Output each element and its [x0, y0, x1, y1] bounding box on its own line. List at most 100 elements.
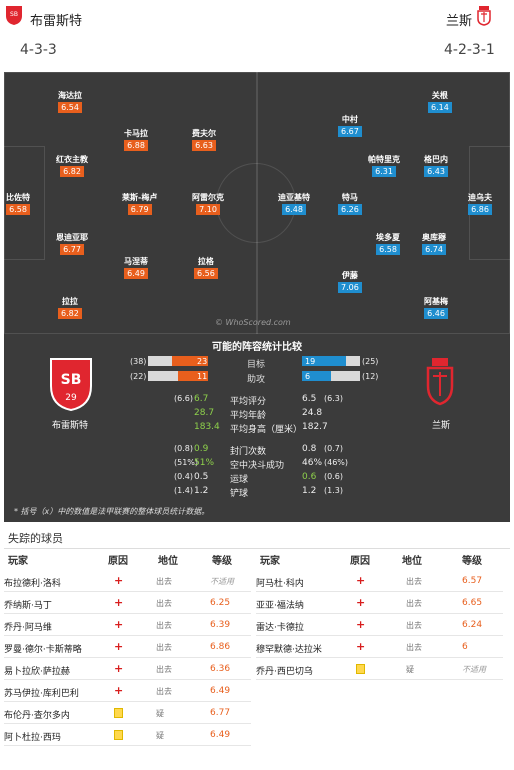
player-name: 迪乌夫	[468, 193, 492, 202]
home-player[interactable]: 红衣主教 6.82	[56, 154, 88, 177]
stat-label: 封门次数	[230, 447, 267, 457]
home-player[interactable]: 阿雷尔克 7.10	[192, 192, 224, 215]
missing-player-row[interactable]: 阿马杜·科内 + 出去 6.57	[256, 570, 503, 592]
player-name: 卡马拉	[124, 129, 148, 138]
injury-cross-icon: +	[114, 684, 124, 697]
yellow-card-icon	[114, 730, 123, 740]
away-stat-avg: (1.3)	[324, 486, 343, 495]
missing-player-row[interactable]: 乔丹·阿马维 + 出去 6.39	[4, 614, 251, 636]
missing-player-name[interactable]: 易卜拉欣·萨拉赫	[4, 667, 70, 677]
home-player[interactable]: 卡马拉 6.88	[124, 128, 148, 151]
missing-player-status: 出去	[406, 577, 422, 586]
missing-player-name[interactable]: 布拉德利·洛科	[4, 579, 61, 589]
missing-player-row[interactable]: 穆罕默德·达拉米 + 出去 6	[256, 636, 503, 658]
away-stat-avg: (6.3)	[324, 394, 343, 403]
player-rating: 6.88	[124, 140, 148, 151]
missing-player-status: 疑	[156, 709, 164, 718]
missing-player-name[interactable]: 罗曼·德尔·卡斯蒂略	[4, 645, 82, 655]
away-stat-value: 24.8	[302, 408, 323, 418]
away-penalty-box	[469, 146, 510, 260]
missing-player-status: 疑	[156, 731, 164, 740]
home-team-label: 布雷斯特	[52, 421, 89, 431]
player-name: 阿雷尔克	[192, 193, 224, 202]
player-rating: 6.54	[58, 102, 82, 113]
away-header-player: 玩家	[260, 556, 280, 567]
missing-player-row[interactable]: 乔纳斯·马丁 + 出去 6.25	[4, 592, 251, 614]
home-player[interactable]: 比佐特 6.58	[6, 192, 30, 215]
brest-crest-icon: SB 29	[50, 358, 92, 412]
missing-player-name[interactable]: 雷达·卡德拉	[256, 623, 304, 633]
away-player[interactable]: 帕特里克 6.31	[368, 154, 400, 177]
home-player[interactable]: 费夫尔 6.63	[192, 128, 216, 151]
away-player[interactable]: 格巴内 6.43	[424, 154, 448, 177]
home-stat-avg: (51%)	[174, 458, 199, 467]
missing-player-name[interactable]: 阿马杜·科内	[256, 579, 304, 589]
player-name: 拉拉	[61, 297, 78, 306]
away-player[interactable]: 伊藤 7.06	[338, 270, 362, 293]
player-rating: 7.10	[196, 204, 220, 215]
missing-player-status: 出去	[156, 687, 172, 696]
stats-footnote: * 括号（x）中的数值是法甲联赛的整体球员统计数据。	[14, 507, 210, 516]
away-team-name[interactable]: 兰斯	[446, 14, 473, 29]
match-header: SB 布雷斯特 4-3-3 兰斯 4-2-3-1	[0, 0, 514, 72]
away-stat-avg: (0.7)	[324, 444, 343, 453]
missing-player-row[interactable]: 雷达·卡德拉 + 出去 6.24	[256, 614, 503, 636]
away-player[interactable]: 埃多夏 6.58	[376, 232, 400, 255]
missing-player-row[interactable]: 苏马伊拉·库利巴利 + 出去 6.49	[4, 680, 251, 702]
missing-player-rating: 6.39	[210, 620, 231, 630]
home-stat-value: 0.9	[194, 444, 209, 454]
player-rating: 6.48	[282, 204, 306, 215]
missing-player-name[interactable]: 穆罕默德·达拉米	[256, 645, 322, 655]
player-rating: 6.58	[376, 244, 400, 255]
away-header-rating: 等级	[462, 556, 482, 567]
player-rating: 6.58	[6, 204, 30, 215]
player-rating: 6.86	[468, 204, 492, 215]
missing-player-row[interactable]: 乔丹·西巴切乌 疑 不适用	[256, 658, 503, 680]
home-player[interactable]: 恩迪亚耶 6.77	[56, 232, 88, 255]
missing-player-name[interactable]: 乔丹·西巴切乌	[256, 667, 313, 677]
home-player[interactable]: 拉格 6.56	[194, 256, 218, 279]
missing-player-name[interactable]: 阿卜杜拉·西玛	[4, 733, 61, 743]
missing-player-name[interactable]: 乔纳斯·马丁	[4, 601, 52, 611]
player-rating: 6.31	[372, 166, 396, 177]
home-player[interactable]: 莱斯-梅卢 6.79	[122, 192, 157, 215]
stat-label: 运球	[230, 475, 249, 485]
missing-player-row[interactable]: 易卜拉欣·萨拉赫 + 出去 6.36	[4, 658, 251, 680]
home-player[interactable]: 马涅蒂 6.49	[124, 256, 148, 279]
missing-player-row[interactable]: 阿卜杜拉·西玛 疑 6.49	[4, 724, 251, 746]
home-stat-avg: (0.8)	[174, 444, 193, 453]
stats-title: 可能的阵容统计比较	[212, 342, 302, 353]
home-stat-value: 51%	[194, 458, 215, 468]
missing-player-status: 出去	[156, 621, 172, 630]
home-player[interactable]: 海达拉 6.54	[58, 90, 82, 113]
player-name: 帕特里克	[368, 155, 400, 164]
missing-player-name[interactable]: 布伦丹·查尔多内	[4, 711, 70, 721]
missing-player-row[interactable]: 布拉德利·洛科 + 出去 不适用	[4, 570, 251, 592]
away-player[interactable]: 特马 6.26	[338, 192, 362, 215]
missing-player-name[interactable]: 苏马伊拉·库利巴利	[4, 689, 79, 699]
pitch-border	[4, 72, 510, 334]
missing-player-rating: 6.49	[210, 686, 231, 696]
away-stat-avg: (0.6)	[324, 472, 343, 481]
missing-player-row[interactable]: 亚亚·福法纳 + 出去 6.65	[256, 592, 503, 614]
away-player[interactable]: 阿基梅 6.46	[424, 296, 448, 319]
away-player[interactable]: 中村 6.67	[338, 114, 362, 137]
missing-player-row[interactable]: 罗曼·德尔·卡斯蒂略 + 出去 6.86	[4, 636, 251, 658]
away-header-status: 地位	[402, 556, 422, 567]
player-name: 海达拉	[58, 91, 82, 100]
missing-player-rating: 6	[462, 642, 468, 652]
missing-player-status: 出去	[156, 665, 172, 674]
player-name: 特马	[341, 193, 358, 202]
away-player[interactable]: 奥库穆 6.74	[422, 232, 446, 255]
away-player[interactable]: 迪乌夫 6.86	[468, 192, 492, 215]
home-stat-value: 183.4	[194, 422, 220, 432]
injury-cross-icon: +	[356, 618, 366, 631]
missing-player-name[interactable]: 亚亚·福法纳	[256, 601, 304, 611]
home-team-name[interactable]: 布雷斯特	[30, 14, 83, 29]
away-player[interactable]: 迪亚基特 6.48	[278, 192, 310, 215]
missing-player-name[interactable]: 乔丹·阿马维	[4, 623, 52, 633]
home-player[interactable]: 拉拉 6.82	[58, 296, 82, 319]
away-player[interactable]: 关根 6.14	[428, 90, 452, 113]
missing-player-rating: 6.36	[210, 664, 231, 674]
missing-player-row[interactable]: 布伦丹·查尔多内 疑 6.77	[4, 702, 251, 724]
